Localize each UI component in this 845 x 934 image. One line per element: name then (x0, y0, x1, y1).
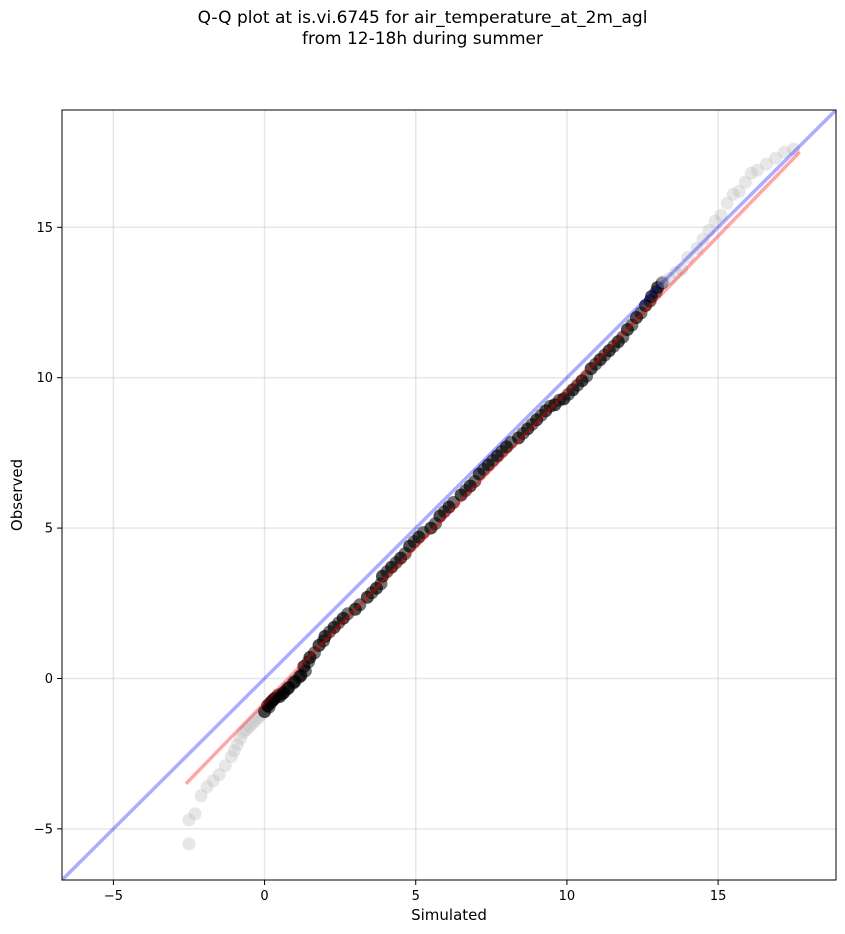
data-point (690, 241, 704, 255)
x-axis-label: Simulated (411, 906, 487, 924)
data-point (245, 717, 259, 731)
data-point (218, 759, 232, 773)
data-point (675, 262, 689, 276)
data-point (242, 720, 256, 734)
data-point (714, 208, 728, 222)
data-point (206, 774, 220, 788)
data-point (236, 726, 250, 740)
x-tick-label: 5 (412, 889, 420, 904)
x-tick-label: 0 (260, 889, 268, 904)
data-point (224, 750, 238, 764)
data-point (744, 166, 758, 180)
y-tick-label: 5 (45, 522, 53, 537)
data-point (182, 837, 196, 851)
data-point (681, 250, 695, 264)
data-point (787, 142, 801, 156)
data-point (249, 714, 262, 728)
x-tick-label: 10 (559, 889, 576, 904)
plot-area-frame (61, 109, 837, 881)
data-point (778, 145, 792, 159)
data-point (750, 163, 764, 177)
fit-line (184, 150, 801, 785)
data-point (657, 274, 671, 288)
scatter-points (182, 142, 801, 851)
data-point (702, 223, 716, 237)
data-point (669, 265, 683, 279)
chart-title-line-2: from 12-18h during summer (302, 29, 543, 49)
chart-title-line-1: Q-Q plot at is.vi.6745 for air_temperatu… (197, 8, 648, 28)
data-point (239, 723, 253, 737)
grid (62, 110, 836, 880)
data-point (769, 151, 783, 165)
axis-ticks: −5 0 5 10 15 −5 0 5 10 15 (34, 221, 727, 904)
data-point (188, 807, 202, 821)
data-point (212, 768, 226, 782)
data-point (655, 276, 669, 290)
data-point (200, 780, 214, 794)
data-point (696, 232, 710, 246)
y-tick-label: 15 (36, 221, 53, 236)
reference-lines (62, 110, 836, 880)
y-tick-label: −5 (34, 822, 53, 837)
data-point (708, 214, 722, 228)
data-point (732, 184, 746, 198)
data-point (233, 732, 247, 746)
data-point (663, 271, 677, 285)
data-point (194, 789, 208, 803)
y-tick-label: 10 (36, 371, 53, 386)
data-point (227, 744, 241, 758)
x-tick-label: 15 (710, 889, 727, 904)
data-point (759, 157, 773, 171)
chart-title: Q-Q plot at is.vi.6745 for air_temperatu… (0, 8, 845, 50)
data-point (738, 175, 752, 189)
data-point (230, 738, 244, 752)
data-point (720, 196, 734, 210)
data-point (726, 187, 740, 201)
x-tick-label: −5 (104, 889, 123, 904)
identity-line (62, 110, 836, 880)
y-axis-label: Observed (8, 459, 26, 531)
y-tick-label: 0 (45, 672, 53, 687)
data-point (182, 813, 196, 827)
